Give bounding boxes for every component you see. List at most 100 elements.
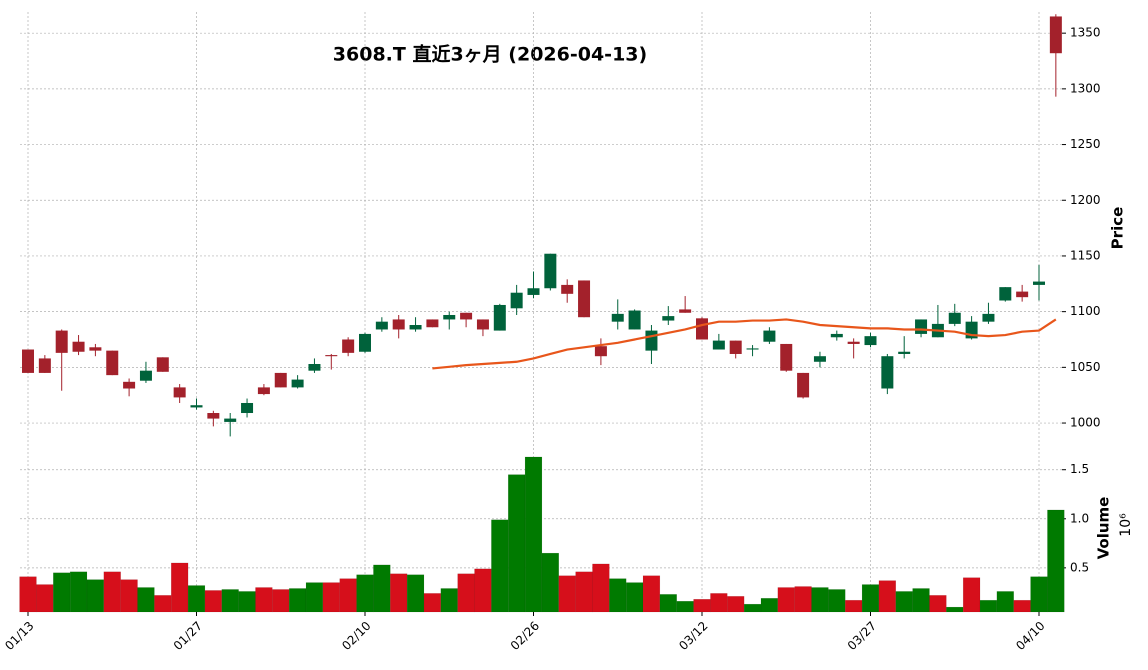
candle-body	[55, 330, 68, 353]
moving-average-line	[432, 318, 1057, 370]
volume-bar	[710, 593, 728, 613]
x-tick-label: 01/13	[2, 619, 36, 653]
volume-offset: 10⁶	[1118, 513, 1134, 537]
volume-bar	[457, 573, 475, 613]
volume-bar	[86, 579, 105, 613]
volume-bar	[743, 603, 762, 613]
volume-bar	[305, 582, 324, 613]
y-tick-label: 1300	[1070, 81, 1101, 95]
candle-body	[729, 340, 742, 354]
volume-bar	[120, 579, 138, 613]
x-tick-label: 02/26	[508, 619, 542, 653]
volume-bar	[406, 574, 425, 613]
volume-bar	[996, 591, 1014, 613]
volume-bar	[861, 584, 880, 613]
candle-body	[1033, 281, 1045, 285]
volume-bar	[760, 598, 779, 613]
volume-bar	[170, 562, 189, 613]
candle-body	[106, 350, 119, 376]
candle-body	[763, 330, 776, 342]
y-tick-label: 1350	[1070, 26, 1101, 40]
volume-bar	[440, 588, 458, 613]
volume-bar	[558, 575, 576, 613]
x-tick-label: 04/10	[1013, 619, 1047, 653]
candle-body	[257, 387, 270, 395]
volume-bar	[575, 571, 593, 613]
volume-bar	[844, 599, 863, 613]
volume-bar	[221, 589, 239, 613]
candle-body	[881, 356, 894, 389]
volume-bar	[1030, 576, 1048, 613]
volume-bar	[373, 564, 391, 613]
volume-bar	[103, 571, 121, 613]
volume-bar	[524, 456, 543, 613]
volume-bar	[979, 599, 998, 613]
volume-bar	[895, 591, 913, 613]
candle-body	[476, 319, 489, 330]
volume-bar	[154, 595, 172, 613]
y-tick-label: 1150	[1070, 248, 1101, 262]
candle-body	[325, 355, 338, 357]
candle-body	[797, 372, 810, 398]
volume-tick-label: 1.0	[1070, 511, 1089, 525]
candle-body	[544, 253, 557, 289]
candle-body	[948, 312, 961, 324]
y-tick-label: 1250	[1070, 137, 1101, 151]
x-tick-label: 03/12	[676, 619, 710, 653]
volume-bar	[507, 474, 526, 613]
candle-body	[22, 349, 34, 373]
volume-bar	[390, 573, 408, 613]
candle-body	[224, 418, 237, 422]
candle-body	[173, 387, 186, 398]
candle-body	[123, 381, 136, 389]
candle-body	[594, 346, 607, 357]
y-axis-label: Price	[1109, 207, 1127, 250]
volume-bar	[878, 580, 897, 613]
candle-body	[645, 330, 658, 351]
volume-bar	[272, 589, 290, 613]
x-tick-label: 03/27	[845, 619, 879, 653]
volume-bar	[36, 584, 54, 613]
volume-bar	[137, 587, 155, 613]
x-tick-label: 02/10	[339, 619, 373, 653]
candle-body	[359, 333, 371, 352]
candle-body	[38, 358, 51, 373]
volume-bar	[491, 519, 509, 613]
candle-body	[139, 370, 152, 381]
volume-bar	[322, 582, 340, 613]
candle-body	[156, 357, 169, 372]
volume-bar	[676, 600, 694, 613]
y-tick-label: 1200	[1070, 193, 1101, 207]
volume-bar	[777, 587, 795, 613]
volume-bar	[1013, 599, 1031, 613]
candle-body	[89, 347, 102, 351]
candle-body	[561, 284, 574, 294]
volume-bar	[609, 578, 627, 613]
y-tick-label: 1000	[1070, 416, 1101, 430]
candle-body	[291, 379, 304, 388]
volume-bar	[912, 588, 930, 613]
candle-body	[1016, 291, 1029, 298]
volume-bar	[794, 586, 812, 613]
candle-body	[578, 280, 591, 318]
candle-body	[847, 341, 860, 344]
volume-bar	[811, 587, 829, 613]
candle-body	[207, 413, 220, 419]
volume-bar	[288, 588, 307, 613]
volume-bar	[339, 578, 357, 613]
chart-title: 3608.T 直近3ヶ月 (2026-04-13)	[333, 43, 647, 66]
y-tick-label: 1100	[1070, 304, 1101, 318]
candle-body	[527, 288, 540, 295]
y-tick-label: 1050	[1070, 360, 1101, 374]
volume-bar	[1047, 509, 1065, 613]
candle-body	[342, 339, 355, 353]
candle-body	[813, 356, 826, 362]
candle-body	[409, 325, 422, 330]
candle-body	[493, 304, 506, 331]
candle-body	[780, 343, 793, 371]
volume-tick-label: 1.5	[1070, 462, 1089, 476]
volume-bar	[659, 594, 677, 613]
candle-body	[241, 402, 254, 414]
volume-bar	[19, 576, 37, 613]
volume-bar	[541, 552, 560, 613]
